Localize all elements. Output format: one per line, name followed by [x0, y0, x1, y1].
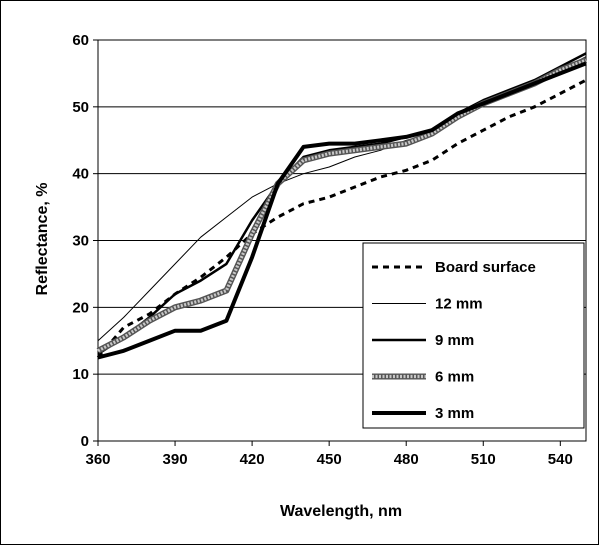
x-tick-label: 480 — [394, 451, 419, 468]
x-tick-label: 450 — [317, 451, 342, 468]
y-tick-label: 60 — [72, 32, 89, 49]
y-tick-label: 50 — [72, 99, 89, 116]
series-line — [97, 52, 587, 356]
y-tick-label: 20 — [72, 299, 89, 316]
series-board-surface — [96, 78, 587, 359]
y-tick-label: 40 — [72, 166, 89, 183]
y-tick-label: 0 — [81, 433, 89, 450]
legend-label: 6 mm — [435, 369, 474, 386]
x-tick-label: 390 — [163, 451, 188, 468]
x-axis-title: Wavelength, nm — [280, 503, 402, 520]
tick-labels: 0 10 20 30 40 50 60 360 390 420 450 480 510 540 — [72, 32, 573, 468]
legend-box — [362, 242, 585, 429]
legend-item: 9 mm — [372, 332, 474, 349]
legend-label: 12 mm — [435, 296, 483, 313]
y-tick-label: 10 — [72, 366, 89, 383]
series-line — [96, 78, 587, 359]
series-line — [97, 61, 587, 360]
legend-label: 3 mm — [435, 405, 474, 422]
legend-label: 9 mm — [435, 332, 474, 349]
x-tick-label: 540 — [548, 451, 573, 468]
x-tick-label: 420 — [240, 451, 265, 468]
x-tick-label: 510 — [471, 451, 496, 468]
series-3-mm — [97, 61, 587, 360]
series-9-mm — [97, 52, 587, 356]
legend-item: 3 mm — [372, 405, 474, 422]
legend: Board surface 12 mm 9 mm 6 mm 3 mm — [362, 242, 585, 429]
y-axis-title: Reflectance, % — [34, 183, 51, 296]
legend-item: 12 mm — [372, 296, 483, 313]
legend-item: 6 mm — [372, 369, 474, 386]
legend-label: Board surface — [435, 259, 536, 276]
legend-item: Board surface — [372, 259, 536, 276]
tick-marks — [93, 39, 561, 446]
y-tick-label: 30 — [72, 233, 89, 250]
series-layer — [96, 52, 588, 360]
x-tick-label: 360 — [85, 451, 110, 468]
